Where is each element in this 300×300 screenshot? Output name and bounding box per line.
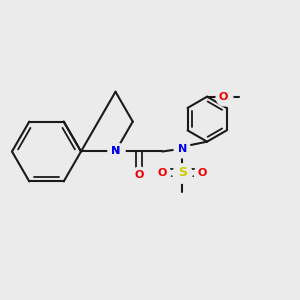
Text: O: O [158,168,167,178]
Text: N: N [111,146,120,157]
Text: O: O [219,92,228,102]
Text: O: O [197,168,207,178]
Text: N: N [178,144,187,154]
Text: S: S [178,166,187,179]
Text: N: N [111,146,120,157]
Text: O: O [134,170,144,180]
